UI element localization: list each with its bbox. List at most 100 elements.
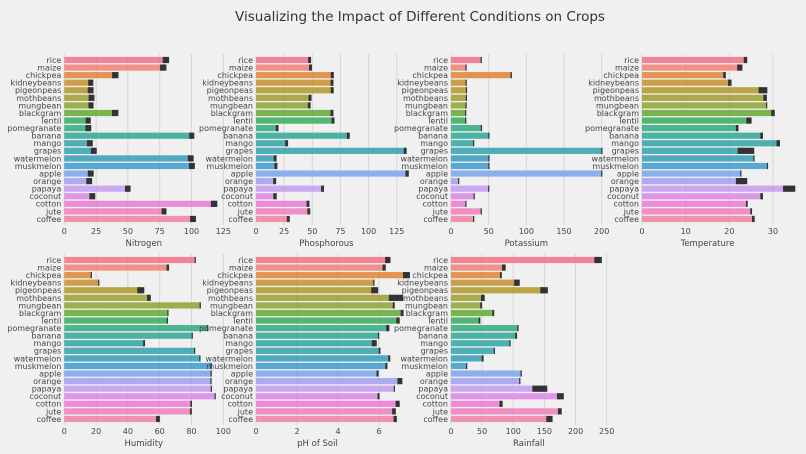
x-tick-label: 2 — [294, 427, 299, 436]
bar-pomegranate — [451, 125, 482, 132]
bar-banana — [256, 132, 349, 139]
error-bar-pigeonpeas — [758, 87, 768, 94]
error-bar-grapes — [90, 147, 97, 154]
bar-coffee — [642, 215, 754, 223]
y-tick-label: mango — [611, 139, 639, 148]
bar-jute — [256, 408, 394, 415]
bar-pigeonpeas — [64, 287, 141, 294]
error-bar-coconut — [214, 393, 216, 400]
bar-blackgram — [64, 309, 168, 317]
y-tick-label: maize — [229, 263, 253, 272]
bar-chickpea — [64, 72, 116, 79]
error-bar-apple — [601, 170, 603, 177]
y-tick-label: maize — [37, 63, 61, 72]
x-tick-label: 50 — [484, 227, 494, 236]
y-tick-label: kidneybeans — [202, 279, 253, 288]
error-bar-papaya — [393, 385, 395, 392]
y-tick-label: banana — [418, 132, 448, 141]
bar-coffee — [64, 215, 194, 223]
bar-blackgram — [256, 109, 333, 117]
bar-pigeonpeas — [451, 287, 545, 294]
bar-chickpea — [451, 272, 501, 279]
error-bar-cotton — [745, 200, 748, 207]
error-bar-kidneybeans — [728, 79, 732, 86]
error-bar-muskmelon — [188, 162, 195, 170]
y-tick-label: chickpea — [603, 71, 639, 80]
bar-grapes — [256, 147, 406, 154]
x-tick-label: 75 — [335, 227, 345, 236]
bar-lentil — [451, 317, 480, 324]
bar-pigeonpeas — [256, 287, 375, 294]
bar-mango — [64, 340, 145, 347]
y-tick-label: mungbean — [210, 301, 253, 310]
bar-cotton — [256, 400, 398, 407]
y-tick-label: rice — [238, 256, 253, 265]
error-bar-mothbeans — [88, 94, 95, 101]
error-bar-papaya — [210, 385, 212, 392]
error-bar-mothbeans — [465, 94, 467, 101]
bar-maize — [642, 64, 740, 71]
y-tick-label: lentil — [619, 116, 639, 125]
y-tick-label: coconut — [607, 192, 639, 201]
y-tick-labels: ricemaizechickpeakidneybeanspigeonpeasmo… — [7, 56, 61, 224]
x-tick-label: 50 — [477, 427, 487, 436]
bar-papaya — [64, 385, 212, 392]
bar-kidneybeans — [64, 279, 99, 286]
y-tick-label: rice — [46, 256, 61, 265]
error-bar-watermelon — [199, 355, 201, 362]
error-bar-blackgram — [465, 109, 467, 117]
error-bar-coffee — [286, 215, 290, 223]
y-tick-label: chickpea — [412, 71, 448, 80]
error-bar-banana — [346, 132, 350, 139]
bar-grapes — [642, 147, 746, 154]
bar-pigeonpeas — [256, 87, 333, 94]
error-bar-chickpea — [112, 72, 119, 79]
y-tick-label: papaya — [418, 385, 448, 394]
x-tick-label: 100 — [519, 227, 534, 236]
bar-orange — [642, 178, 742, 185]
bar-pomegranate — [256, 125, 278, 132]
y-tick-label: mungbean — [18, 301, 61, 310]
y-tick-label: jute — [432, 407, 448, 416]
error-bar-banana — [189, 132, 195, 139]
error-bar-watermelon — [187, 155, 194, 162]
error-bar-coconut — [760, 193, 763, 200]
error-bar-coconut — [556, 393, 564, 400]
error-bar-papaya — [532, 385, 548, 392]
y-tick-label: watermelon — [14, 354, 62, 363]
y-tick-label: blackgram — [406, 309, 449, 318]
bar-rice — [64, 56, 166, 64]
bar-apple — [256, 370, 378, 377]
bar-watermelon — [256, 355, 390, 362]
y-tick-label: mungbean — [210, 101, 253, 110]
y-tick-label: coffee — [614, 215, 639, 224]
error-bar-orange — [86, 178, 93, 185]
y-tick-label: chickpea — [217, 71, 253, 80]
y-tick-label: pomegranate — [7, 324, 61, 333]
bar-mothbeans — [451, 294, 483, 301]
bar-coconut — [451, 393, 561, 400]
x-tick-label: 40 — [123, 427, 133, 436]
error-bar-mango — [285, 140, 289, 147]
bar-orange — [451, 178, 459, 185]
bar-blackgram — [451, 309, 494, 317]
y-tick-label: blackgram — [19, 109, 62, 118]
x-axis-label: Humidity — [125, 439, 164, 449]
y-tick-label: lentil — [428, 316, 448, 325]
error-bar-grapes — [403, 147, 407, 154]
error-bar-rice — [743, 56, 748, 64]
y-tick-label: cotton — [227, 400, 253, 409]
error-bar-lentil — [396, 317, 400, 324]
y-tick-labels: ricemaizechickpeakidneybeanspigeonpeasmo… — [7, 256, 61, 424]
error-bar-grapes — [737, 147, 755, 154]
y-tick-label: muskmelon — [15, 362, 62, 371]
y-tick-label: coconut — [221, 192, 253, 201]
y-tick-label: blackgram — [19, 309, 62, 318]
bar-kidneybeans — [256, 79, 333, 86]
error-bar-mango — [776, 140, 780, 147]
x-tick-label: 0 — [62, 227, 67, 236]
y-tick-label: blackgram — [211, 309, 254, 318]
error-bar-rice — [594, 256, 602, 264]
y-tick-label: chickpea — [26, 271, 62, 280]
y-tick-label: coconut — [416, 392, 448, 401]
